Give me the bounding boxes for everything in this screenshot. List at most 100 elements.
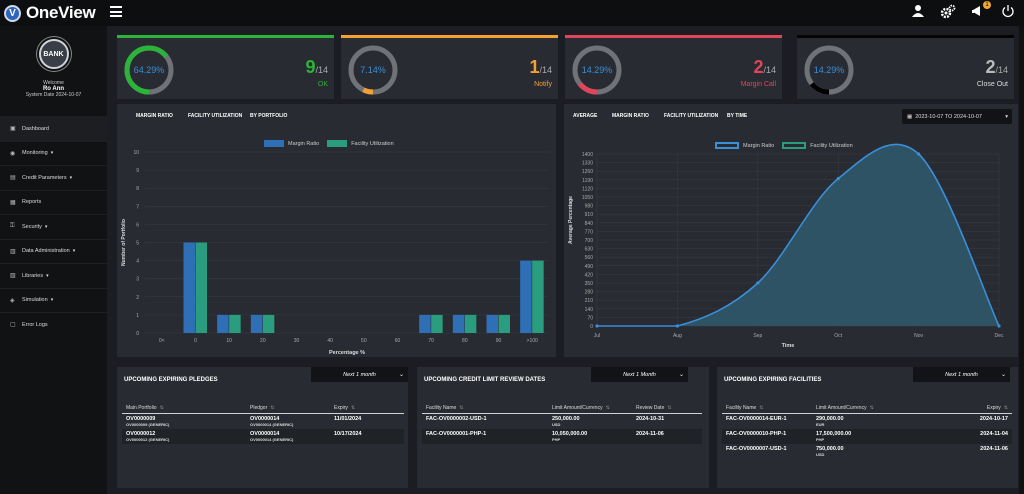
expiring-facilities-panel: UPCOMING EXPIRING FACILITIES Next 1 mont… (717, 367, 1018, 488)
y-axis-label: Number of Portfolio (121, 219, 127, 266)
table-row[interactable]: OV0000009 OV0000009 (GENERIC) OV0000014 OV… (122, 414, 404, 430)
y-tick-label: 910 (585, 212, 594, 218)
kpi-accent-bar (565, 35, 782, 38)
kpi-card-margin-call[interactable]: 14.29% 2/14 Margin Call (565, 35, 782, 99)
bank-logo: BANK (38, 39, 69, 69)
y-tick-label: 6 (136, 222, 139, 228)
legend-swatch-facility-utilization (327, 140, 348, 147)
data-point (675, 324, 679, 328)
select-value: Next 1 month (343, 371, 376, 378)
y-tick-label: 2 (136, 295, 139, 301)
table-cell: FAC-OV0000014-EUR-1 (726, 416, 787, 422)
table-cell: 2024-11-04 (942, 429, 1012, 444)
chevron-down-icon: ▾ (50, 297, 54, 304)
power-icon[interactable] (1000, 4, 1016, 20)
sidebar-item-data-administration[interactable]: ▥ Data Administration ▾ (0, 238, 107, 264)
table-row[interactable]: FAC-OV0000007-USD-1 750,000.00 USD 2024-1… (722, 444, 1012, 459)
table-cell: 10,050,000.00 PHP (548, 429, 632, 444)
sidebar-item-dashboard[interactable]: ▣ Dashboard (0, 116, 107, 141)
kpi-card-close-out[interactable]: 14.29% 2/14 Close Out (797, 35, 1014, 99)
sort-icon: ⇅ (350, 405, 356, 411)
bar-margin-ratio (419, 314, 431, 333)
y-tick-label: 3 (136, 277, 139, 283)
chart-header-by-portfolio: BY PORTFOLIO (250, 113, 288, 119)
credit-review-panel: UPCOMING CREDIT LIMIT REVIEW DATES Next … (417, 367, 709, 488)
nav-icon: ▧ (10, 273, 16, 280)
bar-margin-ratio (486, 314, 498, 333)
x-tick-label: 50 (361, 338, 367, 344)
settings-gears-icon[interactable] (940, 4, 956, 20)
column-header[interactable]: Main Portfolio ⇅ (122, 403, 246, 414)
sidebar-item-monitoring[interactable]: ◉ Monitoring ▾ (0, 140, 107, 166)
column-header[interactable]: Pledgor ⇅ (246, 403, 330, 414)
legend-label: Facility Utilization (810, 142, 853, 149)
kpi-label: Close Out (976, 81, 1008, 88)
table-row[interactable]: OV0000012 OV0000012 (GENERIC) OV0000014 OV… (122, 429, 404, 444)
data-point (836, 176, 840, 181)
legend-swatch-facility-utilization (782, 142, 807, 149)
column-header[interactable]: Review Date ⇅ (632, 403, 702, 414)
sidebar-item-label: Monitoring (22, 150, 48, 157)
y-tick-label: 1400 (582, 152, 593, 158)
table-cell: FAC-OV0000002-USD-1 (426, 416, 487, 422)
sidebar-item-label: Simulation (22, 297, 48, 304)
kpi-card-ok[interactable]: 64.29% 9/14 OK (117, 35, 334, 99)
nav-icon: ▣ (10, 126, 16, 133)
table-row[interactable]: FAC-OV0000014-EUR-1 290,000.00 EUR 2024-1… (722, 414, 1012, 430)
bar-facility-utilization (229, 314, 241, 333)
column-header[interactable]: Facility Name ⇅ (422, 403, 548, 414)
legend-label: Margin Ratio (743, 142, 775, 149)
y-tick-label: 70 (587, 315, 593, 321)
table-cell: 2024-11-06 (632, 429, 702, 444)
review-table: Facility Name ⇅ Limit Amount/Currency ⇅ Re… (422, 403, 702, 444)
sidebar-item-credit-parameters[interactable]: ▤ Credit Parameters ▾ (0, 165, 107, 190)
notification-icon[interactable]: 1 (970, 1, 991, 20)
user-profile: BANK Welcome Ro Ann System Date 2024-10-… (0, 26, 107, 116)
sidebar-item-label: Credit Parameters (22, 174, 67, 181)
app-logo[interactable]: V OneView (4, 3, 96, 23)
column-header[interactable]: Expiry ⇅ (942, 403, 1012, 414)
kpi-card-notify[interactable]: 7.14% 1/14 Notify (341, 35, 558, 99)
sort-icon: ⇅ (605, 405, 610, 411)
portfolio-chart-panel: MARGIN RATIO FACILITY UTILIZATION BY POR… (117, 104, 556, 357)
x-tick-label: 40 (327, 338, 333, 344)
data-point (997, 324, 1001, 328)
bar-margin-ratio (183, 242, 195, 333)
date-range-picker[interactable]: ▦ 2023-10-07 TO 2024-10-07 ▾ (902, 109, 1012, 124)
sidebar-item-reports[interactable]: ▦ Reports (0, 189, 107, 215)
table-row[interactable]: FAC-OV0000001-PHP-1 10,050,000.00 PHP 202… (422, 429, 702, 444)
kpi-label: Margin Call (740, 81, 776, 88)
sort-icon: ⇅ (270, 405, 275, 411)
system-date: System Date 2024-10-07 (25, 92, 82, 98)
menu-toggle-icon[interactable] (110, 6, 122, 17)
notification-count-badge: 1 (983, 1, 991, 9)
column-header[interactable]: Limit Amount/Currency ⇅ (812, 403, 942, 414)
pledges-period-select[interactable]: Next 1 month ⌄ (311, 367, 408, 382)
column-header[interactable]: Expiry ⇅ (330, 403, 404, 414)
x-tick-label: 20 (260, 338, 266, 344)
select-value: Next 1 Month (623, 371, 656, 378)
column-header[interactable]: Limit Amount/Currency ⇅ (548, 403, 632, 414)
table-row[interactable]: FAC-OV0000002-USD-1 250,000.00 USD 2024-1… (422, 414, 702, 430)
y-tick-label: 140 (585, 307, 594, 313)
bar-facility-utilization (498, 314, 510, 333)
chart-header-average: AVERAGE (573, 113, 598, 119)
kpi-percentage: 7.14% (360, 65, 386, 75)
y-tick-label: 8 (136, 186, 139, 192)
sidebar: BANK Welcome Ro Ann System Date 2024-10-… (0, 26, 107, 494)
y-tick-label: 4 (136, 259, 139, 265)
sidebar-item-libraries[interactable]: ▧ Libraries ▾ (0, 263, 107, 288)
page-scrollbar[interactable] (1019, 26, 1024, 494)
time-chart-panel: AVERAGE MARGIN RATIO FACILITY UTILIZATIO… (564, 104, 1018, 357)
table-row[interactable]: FAC-OV0000010-PHP-1 17,500,000.00 PHP 202… (722, 429, 1012, 444)
review-period-select[interactable]: Next 1 Month ⌄ (591, 367, 688, 382)
sidebar-item-security[interactable]: ⚿ Security ▾ (0, 214, 107, 239)
sort-icon: ⇅ (459, 405, 464, 411)
sidebar-item-error-logs[interactable]: ▢ Error Logs (0, 312, 107, 337)
y-tick-label: 7 (136, 204, 139, 210)
column-header[interactable]: Facility Name ⇅ (722, 403, 812, 414)
facilities-period-select[interactable]: Next 1 month ⌄ (913, 367, 1010, 382)
user-icon[interactable] (910, 4, 926, 20)
legend-label: Facility Utilization (351, 140, 394, 147)
sidebar-item-simulation[interactable]: ◈ Simulation ▾ (0, 287, 107, 313)
